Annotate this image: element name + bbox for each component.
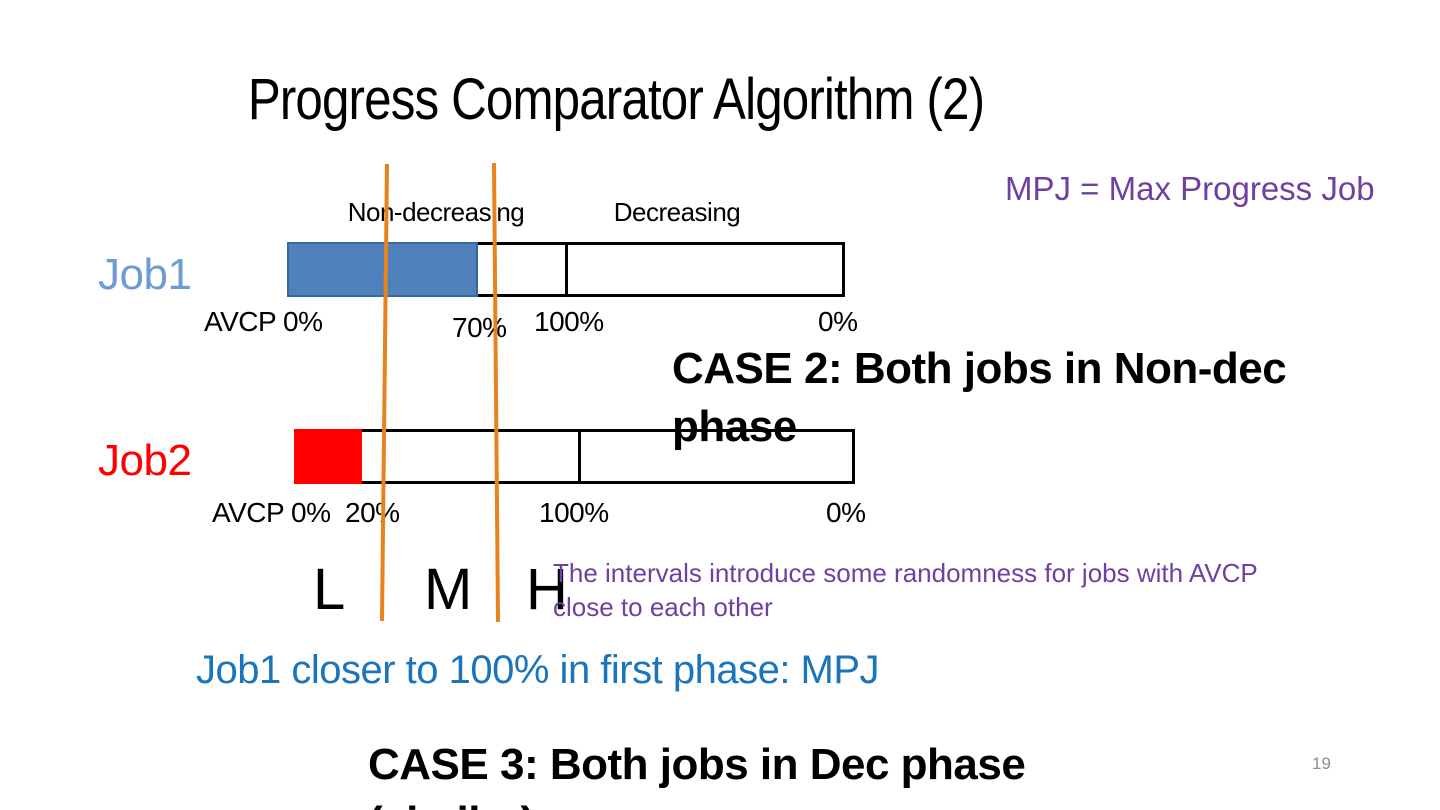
job1-peak-divider (565, 245, 568, 294)
intervals-note-line2: close to each other (553, 592, 773, 622)
job1-progress-fill (287, 242, 478, 297)
interval-label-high: H (526, 557, 568, 622)
job2-tick-peak: 100% (539, 497, 609, 528)
conclusion-text: Job1 closer to 100% in first phase: MPJ (196, 648, 880, 692)
interval-label-medium: M (424, 557, 472, 622)
job1-tick-peak: 100% (534, 306, 604, 337)
job2-tick-end: 0% (826, 497, 866, 528)
phase-label-decreasing: Decreasing (613, 197, 741, 227)
phase-label-non-decreasing: Non-decreasing (347, 197, 525, 227)
job2-avcp-label: AVCP (212, 497, 285, 528)
interval-line-right (492, 162, 500, 623)
job2-tick-start: 0% (291, 497, 331, 528)
mpj-definition-note: MPJ = Max Progress Job (1005, 170, 1375, 207)
job2-peak-divider (578, 432, 581, 481)
intervals-note-line1: The intervals introduce some randomness … (553, 558, 1258, 588)
slide-title: Progress Comparator Algorithm (2) (247, 67, 985, 132)
case3-line2: (similar) (368, 794, 1025, 810)
case3-line1: CASE 3: Both jobs in Dec phase (368, 740, 1026, 789)
job2-progress-fill (294, 429, 362, 484)
job1-avcp-label: AVCP (204, 306, 277, 337)
case2-line2: phase (672, 402, 797, 451)
job1-tick-end: 0% (818, 306, 858, 337)
case3-heading: CASE 3: Both jobs in Dec phase (similar) (368, 736, 1026, 810)
job2-tick-progress: 20% (345, 497, 400, 528)
intervals-randomness-note: The intervals introduce some randomness … (553, 556, 1258, 624)
job1-tick-progress: 70% (452, 312, 507, 343)
case2-line1: CASE 2: Both jobs in Non-dec (672, 344, 1287, 393)
page-number: 19 (1312, 754, 1331, 773)
interval-line-left (380, 163, 389, 622)
job2-label: Job2 (98, 436, 192, 485)
interval-label-low: L (313, 557, 345, 622)
job1-tick-start: 0% (283, 306, 323, 337)
case2-heading: CASE 2: Both jobs in Non-dec phase (672, 340, 1287, 456)
job1-label: Job1 (98, 250, 192, 299)
